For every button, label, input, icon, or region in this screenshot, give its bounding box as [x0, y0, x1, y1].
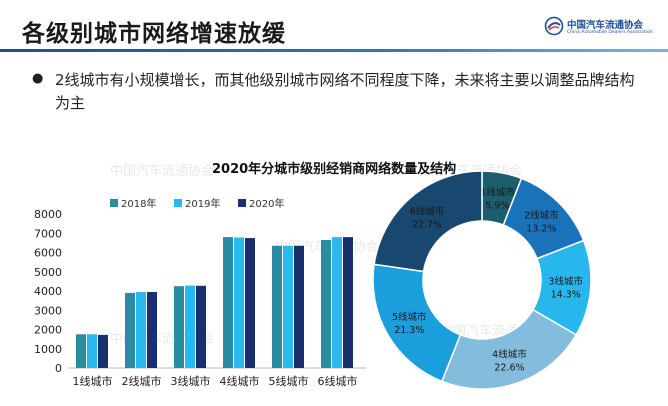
bar: [234, 237, 244, 368]
bar: [223, 237, 233, 368]
bar: [174, 286, 184, 368]
watermark: 中国汽车流通协会: [110, 164, 215, 179]
chart-title: 2020年分城市级别经销商网络数量及结构: [212, 162, 457, 177]
y-tick-label: 6000: [34, 247, 62, 260]
slice-value-label: 21.3%: [394, 325, 424, 336]
legend-label: 2019年: [185, 197, 220, 210]
slice-label: 3线城市: [548, 276, 583, 288]
x-tick-label: 6线城市: [318, 374, 358, 388]
legend-label: 2020年: [249, 197, 284, 210]
bar: [321, 239, 331, 368]
slice-label: 6线城市: [410, 205, 445, 217]
slice-value-label: 22.6%: [494, 362, 524, 373]
slice-value-label: 14.3%: [551, 290, 581, 301]
logo-icon: [544, 16, 564, 36]
slice-label: 4线城市: [492, 348, 527, 360]
legend-swatch: [238, 199, 246, 207]
x-tick-label: 2线城市: [122, 374, 162, 388]
y-tick-label: 1000: [34, 343, 62, 356]
slice-label: 2线城市: [524, 210, 559, 222]
slice-value-label: 5.9%: [485, 200, 509, 211]
donut-slice: [373, 170, 483, 273]
y-tick-label: 4000: [34, 285, 62, 298]
bar: [87, 334, 97, 368]
x-tick-label: 5线城市: [269, 374, 309, 388]
y-tick-label: 7000: [34, 227, 62, 240]
y-tick-label: 2000: [34, 324, 62, 337]
logo: 中国汽车流通协会 China Automobile Dealers Associ…: [544, 16, 662, 40]
donut-chart: 1线城市 5.9% 2线城市 13.2% 3线城市 14.3% 4线城市 22.6% 5线城市 2…: [372, 170, 592, 390]
y-tick-label: 0: [55, 362, 62, 375]
logo-english-name: China Automobile Dealers Association: [567, 30, 653, 35]
x-tick-label: 4线城市: [220, 374, 260, 388]
bar: [98, 334, 108, 368]
bar: [283, 245, 293, 368]
bar: [147, 291, 157, 368]
bar: [332, 237, 342, 368]
y-tick-label: 8000: [34, 208, 62, 221]
bar: [294, 245, 304, 368]
legend-swatch: [174, 199, 182, 207]
logo-name: 中国汽车流通协会: [567, 20, 644, 31]
x-tick-label: 1线城市: [73, 374, 113, 388]
bullet-text: 2线城市有小规模增长，而其他级别城市网络不同程度下降，未来将主要以调整品牌结构为…: [55, 71, 635, 112]
bar: [343, 237, 353, 368]
bar: [136, 291, 146, 368]
x-tick-label: 3线城市: [171, 374, 211, 388]
bar: [272, 245, 282, 368]
bullet-icon: ●: [32, 71, 44, 86]
bar: [196, 285, 206, 368]
page-title: 各级别城市网络增速放缓: [22, 21, 286, 47]
y-tick-label: 3000: [34, 304, 62, 317]
header-divider: [0, 49, 668, 52]
slice-label: 1线城市: [480, 186, 515, 198]
slice-label: 5线城市: [392, 311, 427, 323]
slice-value-label: 22.7%: [412, 219, 442, 230]
bar: [245, 238, 255, 368]
legend-label: 2018年: [121, 197, 156, 210]
bar: [185, 285, 195, 368]
bar: [125, 292, 135, 368]
y-tick-label: 5000: [34, 266, 62, 279]
bar: [76, 334, 86, 368]
slice-value-label: 13.2%: [526, 224, 556, 235]
bar-chart: 2018年 2019年 2020年 0 1000 2000 3000 4000 5000 6000…: [34, 197, 366, 388]
legend-swatch: [110, 199, 118, 207]
